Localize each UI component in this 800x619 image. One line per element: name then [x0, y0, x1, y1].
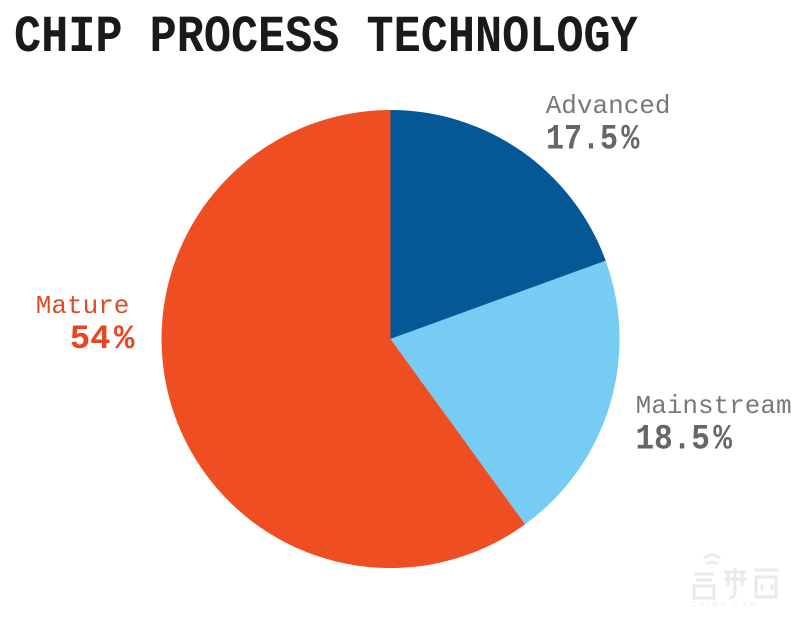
svg-text:ZHIDX.COM: ZHIDX.COM — [692, 601, 758, 608]
